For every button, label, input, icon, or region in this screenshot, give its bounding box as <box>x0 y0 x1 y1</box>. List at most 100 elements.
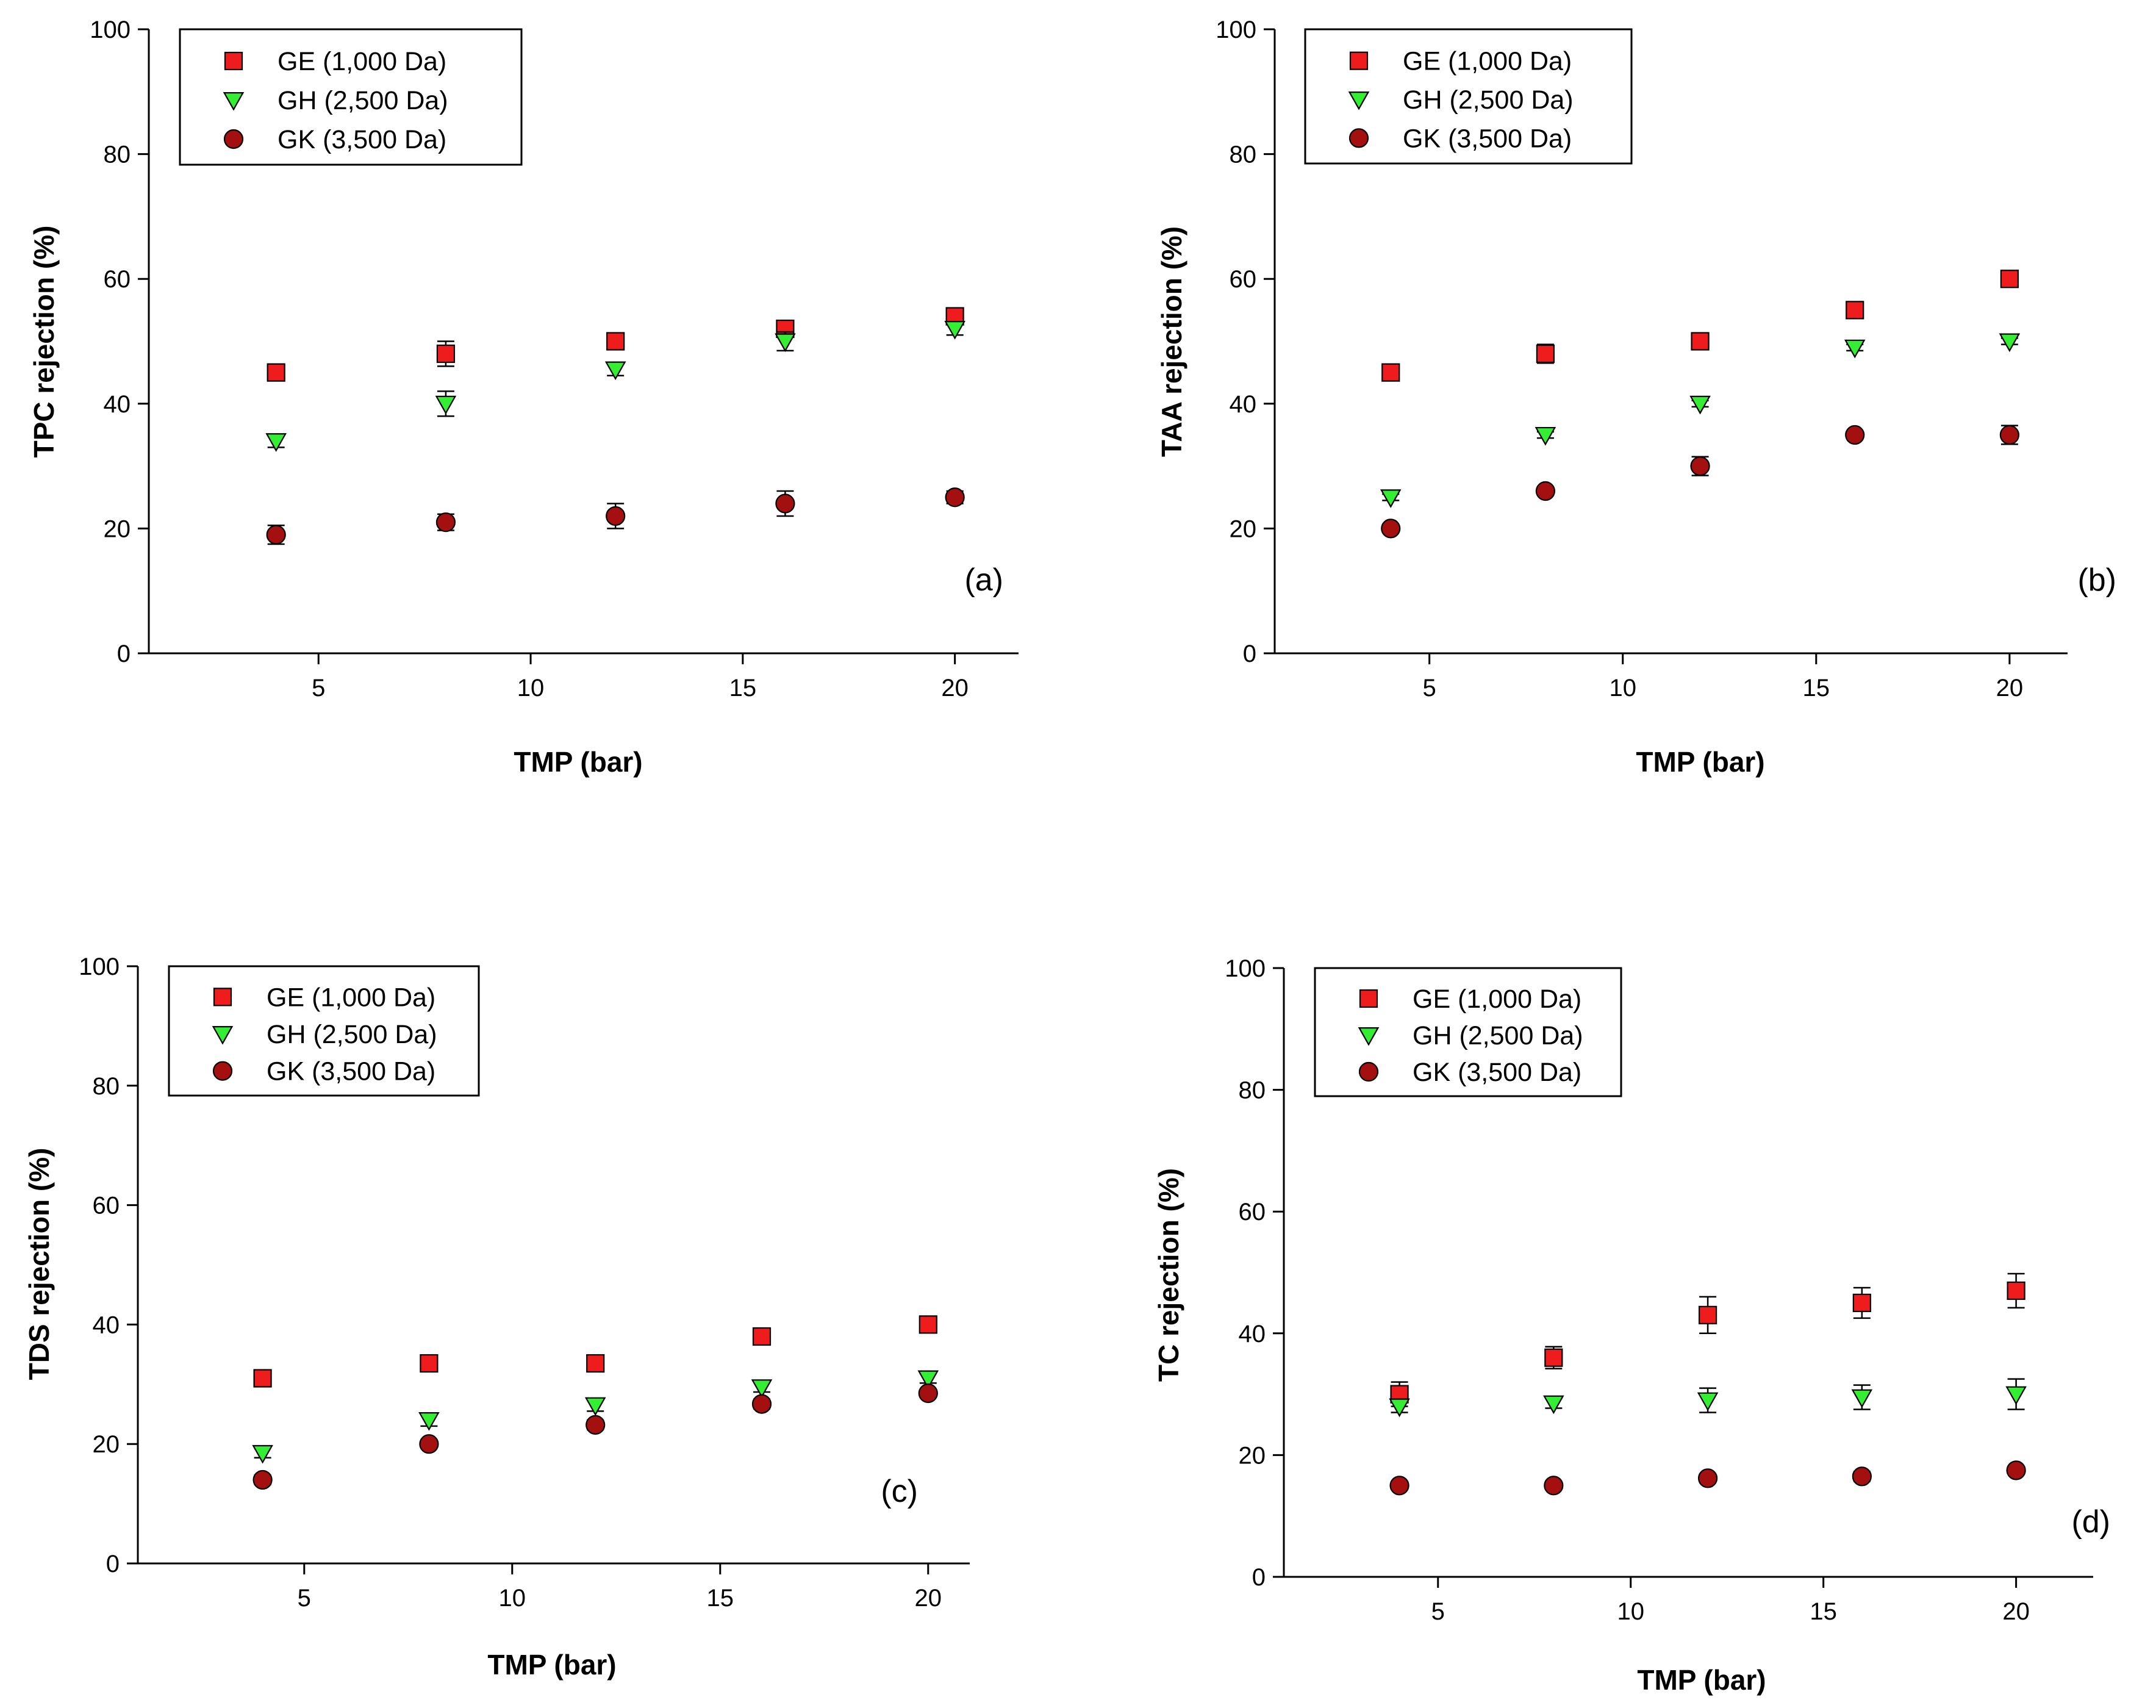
panel-d-series-1 <box>1390 1272 2025 1407</box>
panel-a-x-axis-title: TMP (bar) <box>514 746 642 778</box>
panel-d-y-tick-label: 60 <box>1239 1199 1266 1225</box>
panel-a-data-point <box>265 433 287 452</box>
panel-b-y-axis-title: TAA rejection (%) <box>1156 226 1187 457</box>
panel-c-data-point <box>586 1354 605 1373</box>
panel-c-data-point <box>586 1415 606 1435</box>
panel-d-legend-label: GH (2,500 Da) <box>1413 1021 1583 1050</box>
panel-c-x-axis-title: TMP (bar) <box>487 1649 616 1681</box>
panel-d-data-point <box>1389 1398 1410 1418</box>
panel-b-y-tick-label: 0 <box>1243 640 1256 667</box>
panel-c-data-point <box>252 1469 273 1490</box>
panel-b-x-tick-label: 20 <box>1996 675 2024 702</box>
panel-c-x-tick-label: 15 <box>707 1585 734 1612</box>
panel-c-data-point <box>751 1394 772 1414</box>
panel-c-series-3 <box>252 1383 938 1490</box>
panel-a-data-point <box>775 333 796 353</box>
panel-c-x-tick-label: 5 <box>298 1585 311 1612</box>
panel-a-x-tick-label: 15 <box>729 675 757 702</box>
panel-b-data-point <box>1689 395 1711 415</box>
panel-d-data-point <box>1544 1348 1563 1367</box>
panel-c-legend-marker <box>212 1025 234 1045</box>
panel-a-y-axis-title: TPC rejection (%) <box>28 226 60 458</box>
panel-d: 0 20 40 60 80 100 5 10 15 20 TMP (bar) TC rejection… <box>1153 955 2110 1696</box>
panel-b-legend: GE (1,000 Da) GH (2,500 Da) GK (3,500 Da) <box>1304 28 1633 165</box>
panel-d-data-point <box>1698 1305 1717 1324</box>
panel-b-data-point <box>1535 426 1556 446</box>
panel-b-data-point <box>1690 456 1710 476</box>
panel-c-data-point <box>751 1379 773 1398</box>
panel-c-data-point <box>419 1434 439 1454</box>
panel-a-data-point <box>435 395 457 415</box>
panel-a-data-point <box>604 361 626 381</box>
panel-d-data-point <box>1851 1389 1873 1408</box>
panel-d-legend-marker <box>1358 1027 1380 1046</box>
panel-a-x-tick-label: 10 <box>517 675 545 702</box>
panel-b-tag: (b) <box>2077 562 2116 598</box>
panel-b-x-tick-label: 10 <box>1609 675 1636 702</box>
panel-a-data-point <box>435 512 456 533</box>
panel-b-y-tick-label: 100 <box>1216 16 1256 43</box>
panel-b-legend-marker <box>1349 51 1369 70</box>
panel-d-data-point <box>2005 1386 2027 1405</box>
panel-c-x-tick-label: 10 <box>499 1585 526 1612</box>
panel-c-x-tick-label: 20 <box>915 1585 942 1612</box>
panel-b-legend-label: GK (3,500 Da) <box>1403 124 1572 153</box>
panel-c-y-tick-label: 100 <box>79 953 120 980</box>
panel-c-legend: GE (1,000 Da) GH (2,500 Da) GK (3,500 Da) <box>168 965 480 1097</box>
panel-d-x-tick-label: 20 <box>2002 1598 2030 1625</box>
panel-d-legend-label: GE (1,000 Da) <box>1413 985 1581 1014</box>
panel-a-series-2 <box>265 321 965 452</box>
panel-d-tag: (d) <box>2071 1504 2110 1540</box>
panel-c-data-point <box>418 1412 440 1431</box>
panel-a-x-tick-label: 5 <box>312 675 325 702</box>
panel-d-data-point <box>1544 1476 1564 1496</box>
panel-d-x-tick-label: 15 <box>1810 1598 1837 1625</box>
panel-a-data-point <box>945 487 965 508</box>
panel-c-legend-marker <box>213 988 232 1006</box>
panel-d-x-tick-label: 10 <box>1617 1598 1644 1625</box>
panel-b-data-point <box>1381 363 1400 382</box>
panel-a-data-point <box>944 321 965 340</box>
panel-a-legend: GE (1,000 Da) GH (2,500 Da) GK (3,500 Da) <box>179 28 523 166</box>
panel-b-series-2 <box>1380 333 2021 508</box>
panel-a-y-tick-label: 20 <box>104 515 131 542</box>
panel-c-data-point <box>420 1354 439 1373</box>
panel-a-data-point <box>266 525 286 545</box>
panel-d-series-2 <box>1389 1378 2027 1418</box>
panel-b-legend-label: GH (2,500 Da) <box>1403 85 1574 115</box>
panel-c-series-2 <box>252 1370 939 1464</box>
panel-b-data-point <box>2000 270 2019 289</box>
panel-c-data-point <box>919 1315 937 1334</box>
panel-d-data-point <box>1697 1468 1718 1488</box>
panel-a: 0 20 40 60 80 100 5 10 15 20 TMP (bar) TPC rejectio… <box>28 16 1019 778</box>
panel-b-series-3 <box>1381 425 2019 539</box>
panel-c-y-tick-label: 80 <box>93 1073 120 1100</box>
panel-b-legend-marker <box>1348 128 1369 148</box>
panel-d-legend: GE (1,000 Da) GH (2,500 Da) GK (3,500 Da) <box>1314 967 1622 1097</box>
panel-a-legend-label: GH (2,500 Da) <box>278 86 448 115</box>
panel-c-legend-marker <box>212 1061 233 1081</box>
panel-d-legend-label: GK (3,500 Da) <box>1413 1058 1581 1087</box>
panel-d-data-point <box>1852 1293 1871 1312</box>
panel-c-data-point <box>917 1370 939 1390</box>
panel-b-x-tick-label: 5 <box>1423 675 1436 702</box>
panel-d-x-tick-label: 5 <box>1431 1598 1445 1625</box>
panel-b-data-point <box>1381 518 1401 539</box>
panel-a-legend-marker <box>223 129 244 149</box>
panel-b-series-1 <box>1381 270 2019 382</box>
panel-a-x-tick-label: 20 <box>941 675 969 702</box>
panel-c-data-point <box>918 1383 938 1404</box>
panel-b-legend-label: GE (1,000 Da) <box>1403 47 1572 76</box>
panel-a-data-point <box>606 506 626 526</box>
panel-d-y-tick-label: 80 <box>1239 1077 1266 1104</box>
panel-b-data-point <box>1846 301 1864 320</box>
panel-a-data-point <box>436 344 456 364</box>
panel-b-data-point <box>1845 425 1865 445</box>
panel-b-data-point <box>1536 344 1555 364</box>
panel-c-legend-label: GE (1,000 Da) <box>267 983 435 1012</box>
panel-b-data-point <box>1691 332 1710 351</box>
panel-c-tag: (c) <box>881 1474 918 1509</box>
panel-d-series-3 <box>1389 1460 2026 1496</box>
panel-c-data-point <box>752 1327 772 1346</box>
